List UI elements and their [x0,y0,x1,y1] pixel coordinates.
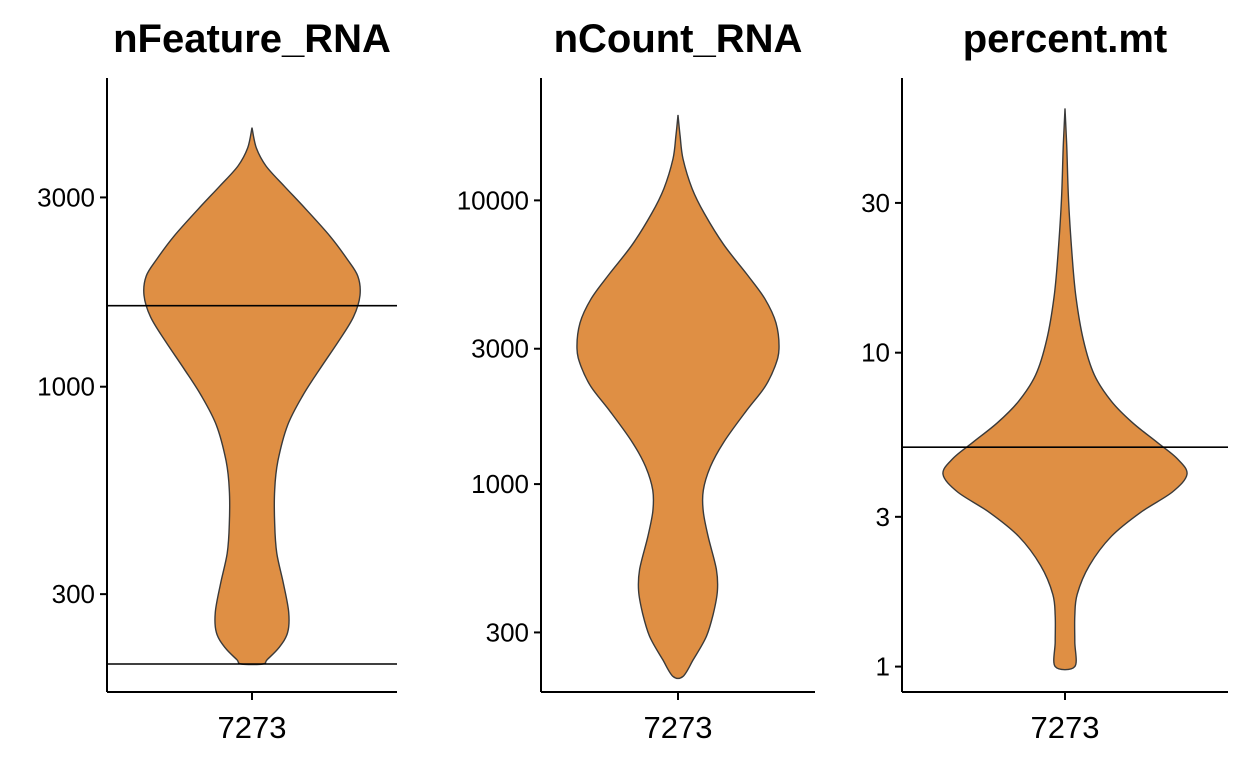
y-tick-label: 30 [861,188,890,218]
y-tick-label: 1000 [471,469,529,499]
y-tick-label: 300 [486,617,529,647]
x-tick-label: 7273 [1031,710,1100,745]
violin-7273 [942,108,1188,671]
violin-7273 [143,127,361,666]
y-tick-label: 1 [876,652,890,682]
x-tick-label: 7273 [218,710,287,745]
y-tick-label: 10000 [457,185,529,215]
panel-title: nCount_RNA [554,17,803,61]
y-tick-label: 300 [52,579,95,609]
panel-title: nFeature_RNA [113,17,391,61]
y-tick-label: 10 [861,338,890,368]
y-tick-label: 1000 [37,372,95,402]
y-tick-label: 3000 [37,182,95,212]
panel-2: nCount_RNA 300 1000 3000 10000 7273 [457,17,815,745]
y-tick-label: 3 [876,502,890,532]
panel-1: nFeature_RNA 300 1000 3000 7273 [37,17,397,745]
x-tick-label: 7273 [644,710,713,745]
panel-3: percent.mt 1 3 10 30 7273 [861,17,1228,745]
panel-title: percent.mt [963,17,1168,61]
violin-7273 [576,114,780,680]
y-tick-label: 3000 [471,334,529,364]
